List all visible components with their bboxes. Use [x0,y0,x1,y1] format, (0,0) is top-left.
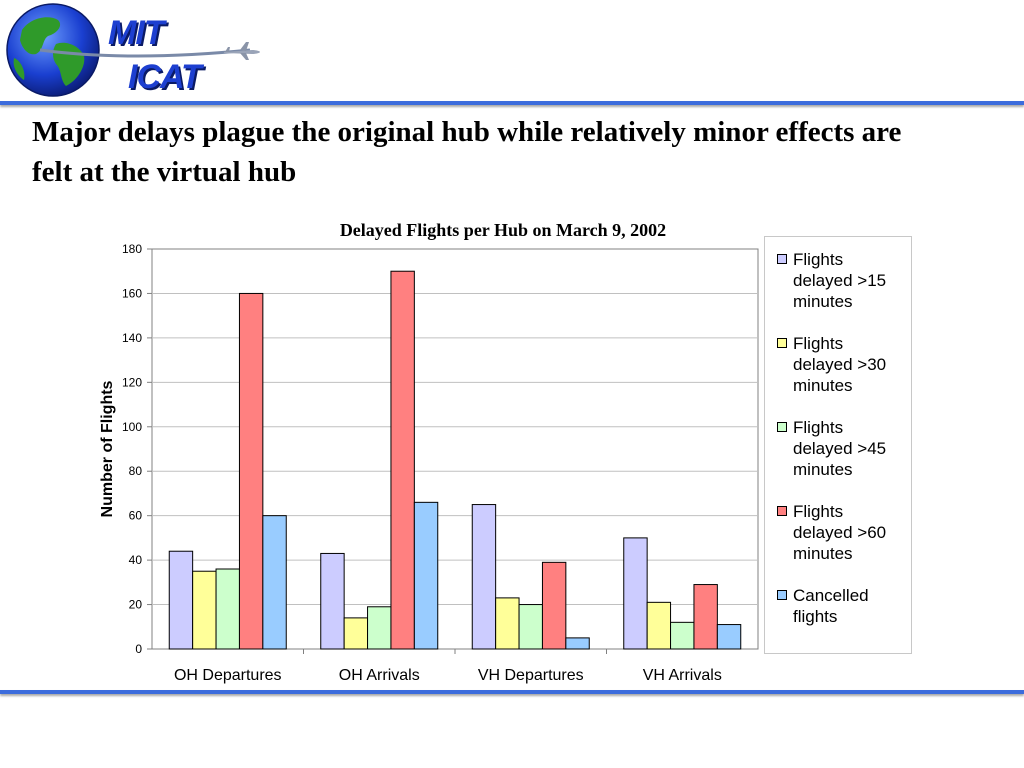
bar-1-vh-departures [471,504,497,650]
x-tick-label: VH Arrivals [643,667,722,684]
legend-swatch [777,254,787,264]
y-tick-label: 60 [129,509,143,523]
bar-3-vh-arrivals [670,621,695,650]
bar-1-oh-departures [168,550,194,650]
bar-2-oh-departures [192,570,217,650]
x-tick-label: VH Departures [478,667,584,684]
bar-4-vh-arrivals [693,584,718,650]
header-divider [0,101,1024,105]
bar-3-oh-arrivals [367,606,392,650]
legend-label: Flights delayed >45 minutes [793,418,887,479]
bar-5-vh-departures [565,637,590,650]
y-axis-label: Number of Flights [99,380,116,517]
chart-legend: Flights delayed >15 minutes Flights delay… [764,236,912,654]
legend-swatch [777,506,787,516]
y-tick-label: 140 [122,331,142,345]
bar-3-oh-departures [215,568,240,650]
legend-swatch [777,338,787,348]
y-tick-label: 0 [135,642,142,656]
logo-icat-text: ICAT [128,58,202,96]
bar-4-vh-departures [541,561,567,650]
bar-3-vh-departures [518,604,543,650]
slide-title: Major delays plague the original hub whi… [32,116,902,188]
mit-icat-logo: MIT ICAT [0,0,300,100]
y-tick-label: 160 [122,286,142,300]
legend-label: Flights delayed >15 minutes [793,250,887,311]
bar-1-oh-arrivals [320,552,345,650]
x-tick-label: OH Arrivals [339,667,420,684]
legend-swatch [777,422,787,432]
legend-swatch [777,590,787,600]
legend-label: Flights delayed >30 minutes [793,334,887,395]
bar-5-vh-arrivals [716,624,742,650]
swoosh-decoration [39,48,251,58]
y-tick-label: 40 [129,553,143,567]
logo-mit-text: MIT [108,14,165,52]
y-tick-label: 120 [122,375,142,389]
footer-divider [0,690,1024,694]
y-tick-label: 20 [129,598,143,612]
y-tick-label: 80 [129,464,143,478]
bar-1-vh-arrivals [623,537,648,650]
bar-4-oh-departures [238,292,264,650]
y-tick-label: 100 [122,420,142,434]
bar-2-oh-arrivals [343,617,369,650]
x-tick-label: OH Departures [174,667,282,684]
y-tick-label: 180 [122,242,142,256]
airplane-icon [224,42,260,60]
bar-2-vh-arrivals [646,601,672,650]
legend-label: Flights delayed >60 minutes [793,502,887,563]
bar-4-oh-arrivals [390,270,415,650]
bar-2-vh-departures [495,597,520,650]
chart-title: Delayed Flights per Hub on March 9, 2002 [339,220,667,240]
bar-5-oh-departures [262,515,287,650]
bar-5-oh-arrivals [413,501,439,650]
legend-label: Cancelled flights [793,586,869,626]
globe-icon [6,3,100,97]
